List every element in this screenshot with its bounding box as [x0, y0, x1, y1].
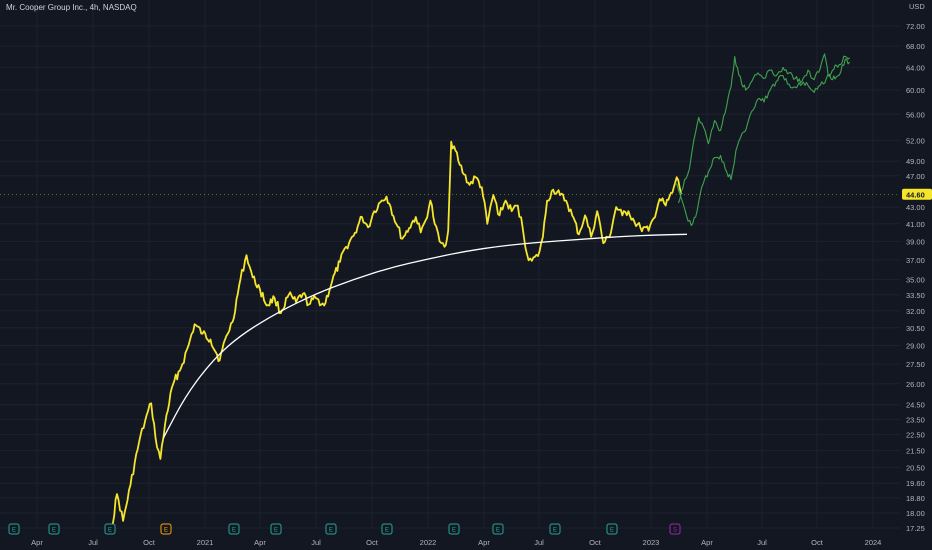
marker-label: E — [274, 528, 278, 534]
chart-grid — [0, 0, 900, 529]
price-tick-label: 24.50 — [906, 401, 925, 410]
marker-box — [448, 523, 460, 535]
marker-box — [228, 523, 240, 535]
time-tick-label: Apr — [478, 538, 490, 547]
price-tick-label: 29.00 — [906, 341, 925, 350]
price-tick-label: 56.00 — [906, 110, 925, 119]
earnings-marker[interactable]: E — [549, 523, 561, 535]
earnings-marker[interactable]: E — [606, 523, 618, 535]
currency-label: USD — [909, 2, 925, 11]
price-tick-label: 32.00 — [906, 307, 925, 316]
time-axis[interactable]: Apr Jul Oct 2021 Apr Jul Oct 2022 Apr Jul Oct 2023 A… — [31, 538, 881, 547]
time-tick-label: 2021 — [197, 538, 214, 547]
marker-label: E — [452, 528, 456, 534]
marker-box — [381, 523, 393, 535]
marker-label: E — [610, 528, 614, 534]
series-layer — [0, 53, 900, 530]
price-tick-label: 18.80 — [906, 494, 925, 503]
time-tick-label: Jul — [311, 538, 321, 547]
time-tick-label: 2023 — [643, 538, 660, 547]
price-tick-label: 20.50 — [906, 463, 925, 472]
time-tick-label: Jul — [88, 538, 98, 547]
time-tick-label: 2022 — [420, 538, 437, 547]
earnings-marker[interactable]: E — [325, 523, 337, 535]
price-tick-label: 43.00 — [906, 203, 925, 212]
projection-series-line — [677, 53, 851, 204]
marker-box — [48, 523, 60, 535]
marker-box — [492, 523, 504, 535]
earnings-marker[interactable]: E — [104, 523, 116, 535]
price-tick-label: 21.50 — [906, 447, 925, 456]
earnings-marker[interactable]: E — [492, 523, 504, 535]
price-tick-label: 64.00 — [906, 63, 925, 72]
time-tick-label: Oct — [366, 538, 379, 547]
price-tick-label: 19.60 — [906, 479, 925, 488]
marker-box — [606, 523, 618, 535]
earnings-marker[interactable]: E — [160, 523, 172, 535]
price-tick-label: 52.00 — [906, 136, 925, 145]
time-tick-label: Oct — [589, 538, 602, 547]
marker-box — [8, 523, 20, 535]
time-tick-label: Apr — [701, 538, 713, 547]
price-tick-label: 35.00 — [906, 275, 925, 284]
marker-label: E — [385, 528, 389, 534]
projection-series-line — [675, 55, 850, 227]
marker-label: E — [164, 528, 168, 534]
marker-box — [270, 523, 282, 535]
split-marker[interactable]: S — [669, 523, 681, 535]
price-tick-label: 60.00 — [906, 86, 925, 95]
price-tick-label: 23.50 — [906, 415, 925, 424]
time-tick-label: 2024 — [865, 538, 882, 547]
earnings-marker[interactable]: E — [8, 523, 20, 535]
marker-label: S — [673, 528, 677, 534]
marker-label: E — [232, 528, 236, 534]
price-tick-label: 33.50 — [906, 291, 925, 300]
time-tick-label: Apr — [254, 538, 266, 547]
earnings-marker[interactable]: E — [381, 523, 393, 535]
price-tick-label: 72.00 — [906, 22, 925, 31]
time-tick-label: Oct — [143, 538, 156, 547]
time-tick-label: Apr — [31, 538, 43, 547]
marker-label: E — [12, 528, 16, 534]
price-series-line — [110, 140, 683, 530]
trend-curve-line — [162, 233, 688, 439]
marker-box — [160, 523, 172, 535]
earnings-marker[interactable]: E — [270, 523, 282, 535]
price-tick-label: 30.50 — [906, 324, 925, 333]
price-tick-label: 37.00 — [906, 256, 925, 265]
price-tick-label: 18.00 — [906, 509, 925, 518]
marker-box — [325, 523, 337, 535]
price-tick-label: 22.50 — [906, 431, 925, 440]
time-tick-label: Jul — [534, 538, 544, 547]
price-tick-label: 39.00 — [906, 237, 925, 246]
last-price-badge — [902, 188, 932, 200]
time-tick-label: Oct — [811, 538, 824, 547]
time-tick-label: Jul — [757, 538, 767, 547]
marker-box — [104, 523, 116, 535]
price-axis[interactable]: USD 72.00 68.00 64.00 60.00 56.00 52.00 49.00 4… — [902, 2, 932, 533]
marker-label: E — [553, 528, 557, 534]
marker-box — [669, 523, 681, 535]
price-tick-label: 27.50 — [906, 360, 925, 369]
marker-label: E — [496, 528, 500, 534]
marker-label: E — [52, 528, 56, 534]
price-tick-label: 49.00 — [906, 157, 925, 166]
price-tick-label: 26.00 — [906, 380, 925, 389]
price-tick-label: 41.00 — [906, 220, 925, 229]
earnings-marker[interactable]: E — [228, 523, 240, 535]
last-price-label: 44.60 — [906, 190, 925, 199]
earnings-marker[interactable]: E — [448, 523, 460, 535]
marker-box — [549, 523, 561, 535]
price-tick-label: 47.00 — [906, 172, 925, 181]
chart-title: Mr. Cooper Group Inc., 4h, NASDAQ — [6, 3, 137, 12]
price-tick-label: 17.25 — [906, 524, 925, 533]
marker-label: E — [108, 528, 112, 534]
earnings-marker[interactable]: E — [48, 523, 60, 535]
price-tick-label: 68.00 — [906, 42, 925, 51]
marker-label: E — [329, 528, 333, 534]
